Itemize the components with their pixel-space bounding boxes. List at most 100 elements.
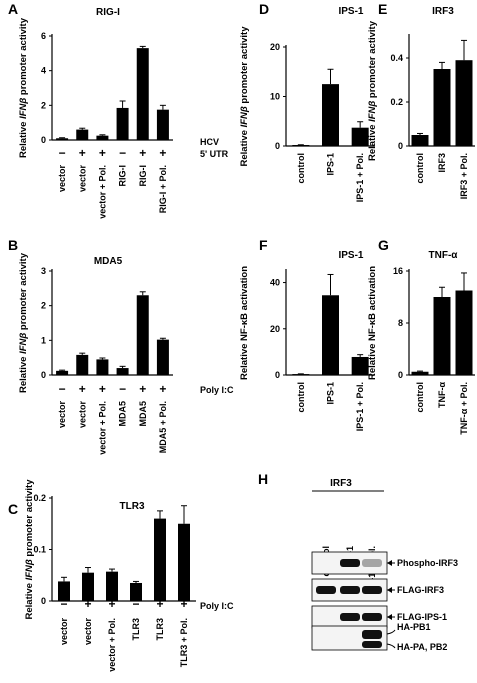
- y-tick-label: 0: [41, 135, 46, 145]
- blot-band: [362, 613, 382, 621]
- treatment-sign: +: [108, 597, 115, 611]
- blot-band: [340, 559, 360, 567]
- treatment-label: 5' UTR: [200, 149, 229, 159]
- blot-header: IRF3: [330, 478, 352, 489]
- bar: [136, 295, 149, 375]
- y-tick-label: 3: [41, 266, 46, 276]
- category-label: vector: [57, 165, 67, 193]
- category-label: IRF3: [437, 153, 447, 173]
- category-label: vector + Pol.: [97, 165, 107, 219]
- bar: [433, 297, 451, 375]
- y-tick-label: 4: [41, 66, 46, 76]
- bar: [292, 145, 310, 146]
- bar: [322, 84, 339, 146]
- treatment-sign: −: [119, 382, 126, 396]
- category-label: vector: [83, 618, 93, 646]
- y-tick-label: 10: [270, 92, 280, 102]
- y-axis-label-part: promoter activity: [18, 252, 29, 332]
- treatment-sign: −: [59, 146, 66, 160]
- bar: [351, 127, 369, 146]
- category-label: TLR3: [131, 618, 141, 641]
- panel-label: C: [8, 501, 18, 517]
- blot-row-label: HA-PB1: [397, 622, 431, 632]
- chart-panel-B: B MDA5 Relative IFNβ promoter activity 0 1 2 3…: [8, 237, 234, 455]
- chart-panel-C: C TLR3 Relative IFNβ promoter activity 0 0.1…: [8, 479, 234, 672]
- treatment-sign: +: [79, 146, 86, 160]
- y-tick-label: 0: [398, 141, 403, 151]
- blot-band: [362, 641, 382, 648]
- panel-label: A: [8, 1, 18, 17]
- treatment-sign: +: [99, 146, 106, 160]
- y-tick-label: 0: [41, 370, 46, 380]
- blot-row-label: FLAG-IPS-1: [397, 612, 447, 622]
- bar: [322, 295, 339, 375]
- chart-title: TLR3: [120, 501, 145, 512]
- y-tick-label: 0.2: [33, 493, 46, 503]
- y-axis-label: Relative IFNβ promoter activity: [18, 17, 29, 158]
- blot-row-label: Phospho-IRF3: [397, 558, 458, 568]
- y-tick-label: 6: [41, 31, 46, 41]
- blot-band: [340, 586, 360, 594]
- treatment-sign: +: [79, 382, 86, 396]
- category-label: vector: [59, 618, 69, 646]
- bar: [154, 518, 166, 601]
- category-label: vector + Pol.: [107, 618, 117, 672]
- treatment-label: HCV: [200, 137, 219, 147]
- treatment-sign: +: [139, 382, 146, 396]
- y-axis-label-part: Relative: [18, 119, 29, 158]
- y-axis-label-part: Relative NF-κB activation: [367, 266, 378, 380]
- category-label: vector: [57, 401, 67, 429]
- bar: [292, 374, 310, 375]
- y-axis-label: Relative IFNβ promoter activity: [24, 479, 35, 620]
- chart-panel-F: F IPS-1 Relative NF-κB activation 0 20 40 cont…: [239, 237, 375, 431]
- category-label: IPS-1: [326, 153, 336, 176]
- bar: [96, 135, 109, 140]
- category-label: RIG-I: [138, 165, 148, 187]
- blot-band: [362, 559, 382, 567]
- chart-panel-A: A RIG-I Relative IFNβ promoter activity 0 2 4…: [8, 1, 229, 219]
- y-axis-label-part: IFNβ: [18, 98, 29, 119]
- bar: [96, 359, 109, 375]
- treatment-sign: +: [159, 382, 166, 396]
- y-tick-label: 2: [41, 100, 46, 110]
- treatment-sign: +: [156, 597, 163, 611]
- bar: [136, 48, 149, 141]
- category-label: MDA5: [118, 401, 128, 427]
- bar: [156, 109, 169, 140]
- y-axis-label-part: Relative NF-κB activation: [239, 266, 250, 380]
- category-label: vector: [77, 401, 87, 429]
- treatment-sign: −: [119, 146, 126, 160]
- y-tick-label: 40: [270, 278, 280, 288]
- bar: [130, 582, 142, 601]
- y-axis-label: Relative IFNβ promoter activity: [239, 26, 250, 167]
- category-label: MDA5 + Pol.: [158, 401, 168, 453]
- blot-arrowhead: [387, 614, 392, 620]
- y-tick-label: 0.4: [390, 53, 403, 63]
- y-axis-label-part: IFNβ: [239, 106, 250, 127]
- category-label: vector + Pol.: [97, 401, 107, 455]
- bar: [455, 290, 473, 375]
- category-label: TLR3: [155, 618, 165, 641]
- blot-pointer: [386, 643, 396, 649]
- y-tick-label: 16: [393, 266, 403, 276]
- y-tick-label: 8: [398, 318, 403, 328]
- y-axis-label: Relative NF-κB activation: [367, 266, 378, 380]
- y-axis-label-part: Relative: [239, 127, 250, 166]
- chart-panel-D: D IPS-1 Relative IFNβ promoter activity 0 10…: [239, 1, 375, 202]
- bar: [56, 370, 69, 375]
- treatment-sign: +: [139, 146, 146, 160]
- y-axis-label-part: IFNβ: [24, 559, 35, 580]
- treatment-sign: −: [59, 382, 66, 396]
- bar: [82, 572, 94, 601]
- y-tick-label: 2: [41, 301, 46, 311]
- treatment-label: Poly I:C: [200, 601, 234, 611]
- y-tick-label: 0: [275, 141, 280, 151]
- y-axis-label-part: Relative: [24, 580, 35, 619]
- category-label: RIG-I: [118, 165, 128, 187]
- y-axis-label: Relative IFNβ promoter activity: [18, 252, 29, 393]
- bar: [116, 107, 129, 140]
- y-axis-label-part: promoter activity: [239, 26, 250, 106]
- category-label: control: [415, 153, 425, 184]
- treatment-sign: +: [99, 382, 106, 396]
